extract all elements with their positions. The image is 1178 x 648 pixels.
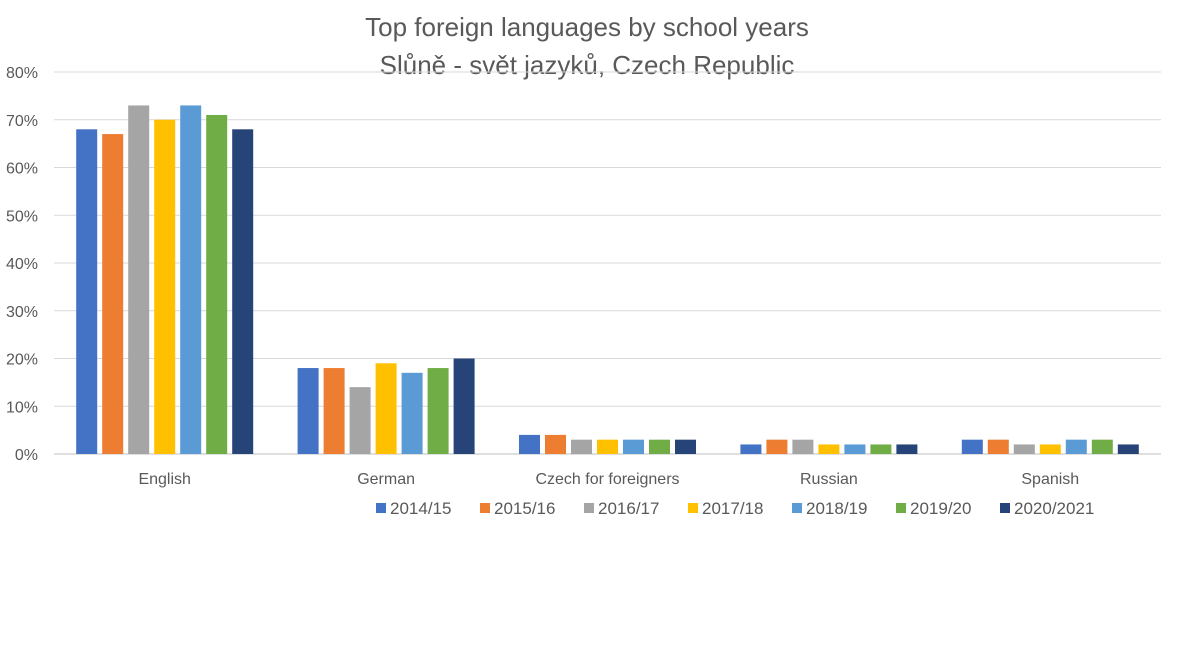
bars bbox=[76, 105, 1139, 455]
bar bbox=[896, 444, 918, 454]
legend: 2014/15 2015/16 2016/17 2017/18 2018/19 2019/… bbox=[376, 499, 1094, 518]
bar bbox=[519, 434, 540, 454]
bar bbox=[76, 129, 98, 455]
bar bbox=[649, 439, 670, 454]
y-tick-label: 30% bbox=[6, 304, 38, 321]
bar bbox=[1091, 439, 1113, 454]
bar bbox=[740, 444, 762, 454]
legend-swatch bbox=[584, 503, 594, 513]
bar bbox=[870, 444, 892, 454]
bar bbox=[766, 439, 788, 454]
y-tick-label: 80% bbox=[6, 65, 38, 82]
y-axis-tick-labels: 0% 10% 20% 30% 40% 50% 60% 70% 80% bbox=[6, 65, 38, 464]
x-category-label: German bbox=[357, 471, 415, 488]
y-tick-label: 40% bbox=[6, 256, 38, 273]
y-tick-label: 70% bbox=[6, 113, 38, 130]
bar bbox=[1117, 444, 1139, 454]
bar bbox=[623, 439, 644, 454]
legend-label: 2015/16 bbox=[494, 499, 555, 518]
bar bbox=[206, 114, 228, 454]
bar bbox=[453, 358, 475, 454]
x-category-label: Russian bbox=[800, 471, 858, 488]
legend-label: 2019/20 bbox=[910, 499, 971, 518]
bar bbox=[323, 368, 345, 454]
bar bbox=[401, 372, 423, 454]
bar bbox=[297, 368, 319, 454]
y-tick-label: 60% bbox=[6, 161, 38, 178]
bar bbox=[675, 439, 696, 454]
bar bbox=[349, 387, 371, 454]
x-category-label: Czech for foreigners bbox=[535, 471, 679, 488]
bar bbox=[1013, 444, 1035, 454]
bar bbox=[154, 119, 176, 454]
bar bbox=[844, 444, 866, 454]
bar bbox=[792, 439, 814, 454]
legend-swatch bbox=[480, 503, 490, 513]
y-tick-label: 10% bbox=[6, 399, 38, 416]
legend-swatch bbox=[1000, 503, 1010, 513]
legend-label: 2020/2021 bbox=[1014, 499, 1094, 518]
legend-label: 2018/19 bbox=[806, 499, 867, 518]
legend-swatch bbox=[896, 503, 906, 513]
y-tick-label: 20% bbox=[6, 352, 38, 369]
bar bbox=[571, 439, 592, 454]
bar bbox=[961, 439, 983, 454]
chart-subtitle: Slůně - svět jazyků, Czech Republic bbox=[380, 50, 795, 80]
bar bbox=[427, 368, 449, 454]
legend-swatch bbox=[688, 503, 698, 513]
y-tick-label: 50% bbox=[6, 208, 38, 225]
legend-swatch bbox=[376, 503, 386, 513]
bar bbox=[987, 439, 1009, 454]
bar bbox=[102, 134, 124, 454]
legend-label: 2016/17 bbox=[598, 499, 659, 518]
bar bbox=[128, 105, 150, 455]
chart-title: Top foreign languages by school years bbox=[365, 12, 809, 42]
bar bbox=[1039, 444, 1061, 454]
bar bbox=[597, 439, 618, 454]
legend-label: 2014/15 bbox=[390, 499, 451, 518]
y-tick-label: 0% bbox=[15, 447, 38, 464]
bar bbox=[818, 444, 840, 454]
bar bbox=[545, 434, 566, 454]
bar bbox=[232, 129, 254, 455]
bar bbox=[180, 105, 202, 455]
x-category-label: English bbox=[138, 471, 190, 488]
legend-swatch bbox=[792, 503, 802, 513]
legend-label: 2017/18 bbox=[702, 499, 763, 518]
x-axis-category-labels: English German Czech for foreigners Russian… bbox=[138, 471, 1079, 488]
x-category-label: Spanish bbox=[1021, 471, 1079, 488]
bar bbox=[1065, 439, 1087, 454]
bar bbox=[375, 363, 397, 454]
